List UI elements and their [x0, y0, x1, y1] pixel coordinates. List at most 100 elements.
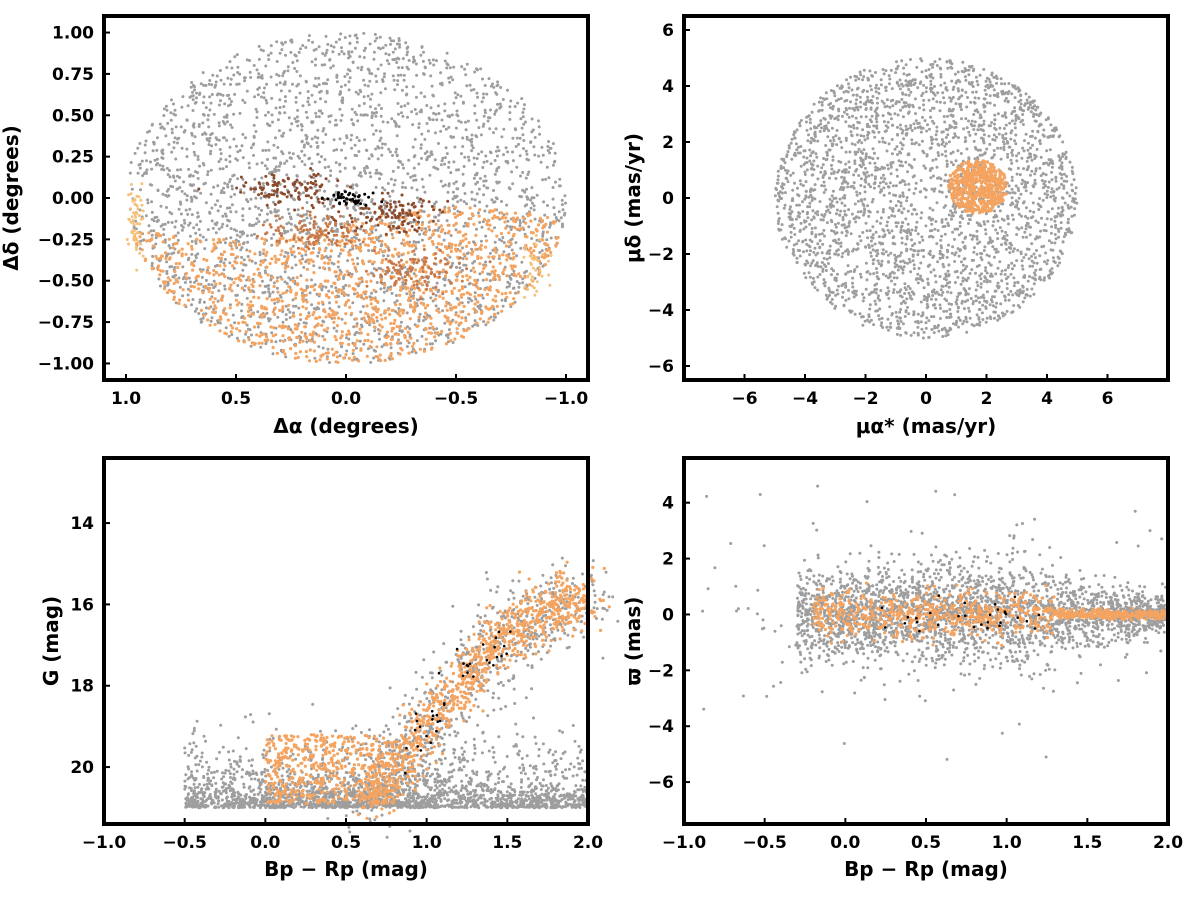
data-point: [275, 165, 278, 168]
data-point: [162, 152, 165, 155]
data-point: [467, 251, 470, 254]
data-point: [558, 219, 561, 222]
data-point: [406, 311, 409, 314]
data-point: [241, 133, 244, 136]
data-point: [239, 248, 242, 251]
data-point: [289, 316, 292, 319]
data-point: [413, 253, 416, 256]
data-point: [181, 265, 184, 268]
data-point: [208, 287, 211, 290]
data-point: [326, 225, 329, 228]
data-point: [250, 334, 253, 337]
data-point: [206, 318, 209, 321]
data-point: [315, 308, 318, 311]
data-point: [318, 201, 321, 204]
data-point: [889, 322, 892, 325]
data-point: [358, 104, 361, 107]
data-point: [527, 225, 530, 228]
data-point: [292, 277, 295, 280]
data-point: [522, 123, 525, 126]
data-point: [434, 257, 437, 260]
data-point: [362, 229, 365, 232]
data-point: [275, 169, 278, 172]
data-point: [288, 212, 291, 215]
data-point: [518, 282, 521, 285]
data-point: [433, 273, 436, 276]
data-point: [511, 257, 514, 260]
data-point: [500, 232, 503, 235]
data-point: [400, 111, 403, 114]
data-point: [405, 94, 408, 97]
data-point: [257, 207, 260, 210]
data-point: [549, 254, 552, 257]
data-point: [980, 137, 983, 140]
data-point: [195, 223, 198, 226]
data-point: [429, 322, 432, 325]
data-point: [515, 145, 518, 148]
data-point: [452, 191, 455, 194]
data-point: [417, 241, 420, 244]
data-point: [390, 277, 393, 280]
data-point: [352, 206, 355, 209]
data-point: [192, 298, 195, 301]
data-point: [546, 204, 549, 207]
data-point: [544, 178, 547, 181]
data-point: [482, 123, 485, 126]
data-point: [184, 281, 187, 284]
data-point: [541, 253, 544, 256]
data-point: [985, 148, 988, 151]
data-point: [191, 240, 194, 243]
data-point: [314, 180, 317, 183]
data-point: [346, 185, 349, 188]
data-point: [248, 279, 251, 282]
data-point: [375, 129, 378, 132]
data-point: [156, 268, 159, 271]
data-point: [243, 317, 246, 320]
data-point: [356, 257, 359, 260]
data-point: [401, 329, 404, 332]
data-point: [526, 288, 529, 291]
data-point: [175, 125, 178, 128]
data-point: [472, 223, 475, 226]
data-point: [473, 270, 476, 273]
data-point: [301, 254, 304, 257]
data-point: [358, 55, 361, 58]
data-point: [224, 288, 227, 291]
data-point: [389, 322, 392, 325]
data-point: [343, 75, 346, 78]
data-point: [516, 102, 519, 105]
data-point: [259, 263, 262, 266]
data-point: [1015, 184, 1018, 187]
data-point: [296, 59, 299, 62]
data-point: [424, 66, 427, 69]
data-point: [241, 207, 244, 210]
data-point: [190, 285, 193, 288]
data-point: [482, 279, 485, 282]
data-point: [308, 34, 311, 37]
data-point: [455, 249, 458, 252]
data-point: [275, 219, 278, 222]
data-point: [127, 218, 130, 221]
data-point: [384, 317, 387, 320]
data-point: [306, 100, 309, 103]
data-point: [282, 105, 285, 108]
data-point: [489, 210, 492, 213]
data-point: [458, 262, 461, 265]
data-point: [171, 131, 174, 134]
data-point: [446, 318, 449, 321]
data-point: [311, 182, 314, 185]
data-point: [233, 193, 236, 196]
data-point: [215, 136, 218, 139]
data-point: [275, 107, 278, 110]
data-point: [388, 53, 391, 56]
data-point: [281, 300, 284, 303]
data-point: [459, 266, 462, 269]
data-point: [1034, 137, 1037, 140]
data-point: [452, 66, 455, 69]
data-point: [194, 170, 197, 173]
data-point: [212, 186, 215, 189]
data-point: [313, 220, 316, 223]
data-point: [397, 113, 400, 116]
data-point: [407, 203, 410, 206]
data-point: [252, 143, 255, 146]
